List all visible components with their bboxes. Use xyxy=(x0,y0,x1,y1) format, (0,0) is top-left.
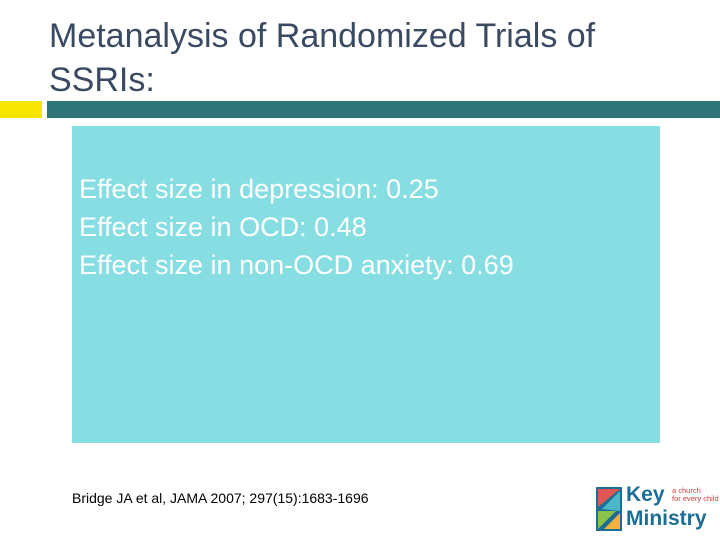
logo-word-key: Key xyxy=(626,483,665,506)
content-box xyxy=(72,126,660,443)
content-line-ocd: Effect size in OCD: 0.48 xyxy=(79,212,367,242)
citation: Bridge JA et al, JAMA 2007; 297(15):1683… xyxy=(72,490,369,506)
content-line-non-ocd-anxiety: Effect size in non-OCD anxiety: 0.69 xyxy=(79,250,514,280)
slide-title: Metanalysis of Randomized Trials of SSRI… xyxy=(49,17,596,99)
key-ministry-logo: Key Ministry a church for every child xyxy=(596,483,719,534)
content-line-depression: Effect size in depression: 0.25 xyxy=(79,174,439,204)
accent-bar-yellow xyxy=(0,101,42,118)
logo-tagline-line-2: for every child xyxy=(672,494,719,503)
content-lines: Effect size in depression: 0.25 Effect s… xyxy=(79,170,514,284)
accent-bar-teal xyxy=(47,101,720,118)
logo-mark-icon xyxy=(596,487,622,531)
logo-tagline: a church for every child xyxy=(672,486,719,503)
logo-word-ministry: Ministry xyxy=(626,507,707,530)
logo-tagline-line-1: a church xyxy=(672,486,701,495)
